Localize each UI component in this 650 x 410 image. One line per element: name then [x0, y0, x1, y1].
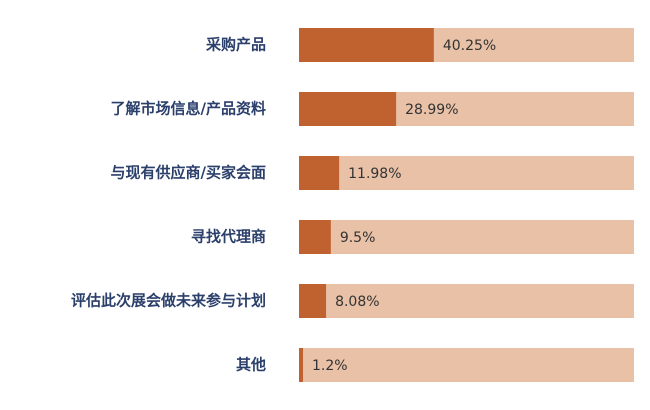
track	[299, 284, 634, 318]
bar	[299, 156, 340, 190]
category-label: 与现有供应商/买家会面	[111, 164, 266, 182]
category-label: 评估此次展会做未来参与计划	[71, 292, 266, 310]
value-label: 9.5%	[340, 230, 376, 246]
bar	[299, 348, 304, 382]
bar	[299, 220, 331, 254]
category-label: 了解市场信息/产品资料	[111, 100, 266, 118]
track	[299, 348, 634, 382]
value-label: 1.2%	[312, 358, 348, 374]
bar	[299, 28, 434, 62]
category-label: 寻找代理商	[191, 228, 266, 246]
category-label: 其他	[236, 356, 266, 374]
category-label: 采购产品	[205, 36, 266, 54]
track	[299, 220, 634, 254]
track	[299, 156, 634, 190]
bar	[299, 284, 327, 318]
value-label: 40.25%	[443, 38, 496, 54]
value-label: 8.08%	[335, 294, 379, 310]
bar	[299, 92, 397, 126]
value-label: 28.99%	[405, 102, 458, 118]
value-label: 11.98%	[348, 166, 401, 182]
